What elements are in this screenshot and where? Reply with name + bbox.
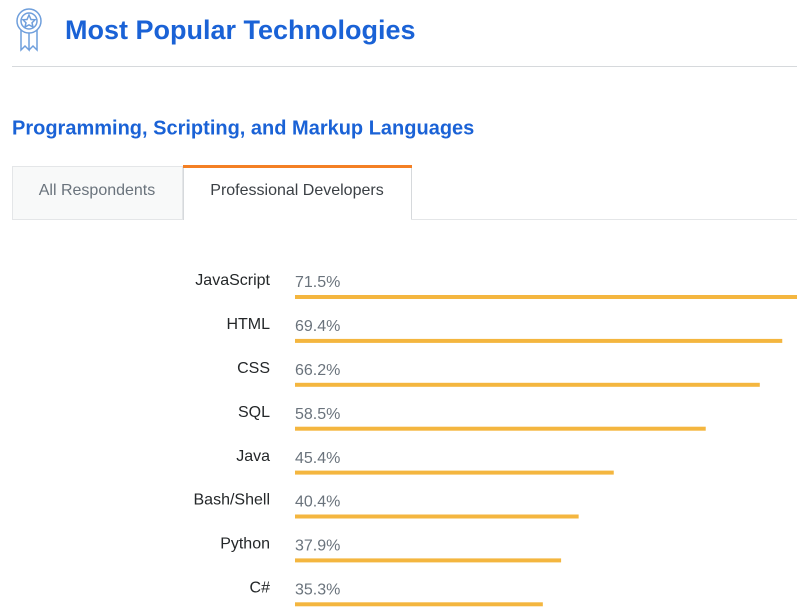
value-label: 37.9% (295, 538, 340, 555)
tab-label[interactable]: Professional Developers (210, 182, 383, 199)
tab-active-gap (184, 218, 411, 221)
bar (295, 514, 579, 519)
bar (295, 338, 783, 343)
value-label: 71.5% (295, 274, 340, 291)
category-label: Bash/Shell (194, 492, 271, 509)
tab-label[interactable]: All Respondents (39, 182, 156, 199)
bar (295, 558, 562, 563)
value-label: 45.4% (295, 450, 340, 467)
category-label: Java (236, 448, 270, 465)
bar (295, 295, 797, 299)
bar (295, 470, 614, 475)
section-title: Programming, Scripting, and Markup Langu… (12, 117, 474, 139)
tab-active[interactable] (183, 166, 412, 220)
tab[interactable] (12, 166, 183, 220)
badge-icon (16, 8, 42, 52)
value-label: 69.4% (295, 318, 340, 335)
value-label: 40.4% (295, 494, 340, 511)
category-label: JavaScript (195, 272, 270, 289)
page-title: Most Popular Technologies (65, 15, 416, 45)
category-label: Python (220, 536, 270, 553)
value-label: 58.5% (295, 406, 340, 423)
value-label: 66.2% (295, 362, 340, 379)
category-label: C# (250, 580, 271, 597)
tab-active-indicator (183, 165, 412, 168)
category-label: SQL (238, 404, 270, 421)
category-label: HTML (226, 316, 270, 333)
bar (295, 426, 706, 431)
bar (295, 602, 543, 607)
value-label: 35.3% (295, 582, 340, 599)
bar (295, 382, 760, 387)
category-label: CSS (237, 360, 270, 377)
